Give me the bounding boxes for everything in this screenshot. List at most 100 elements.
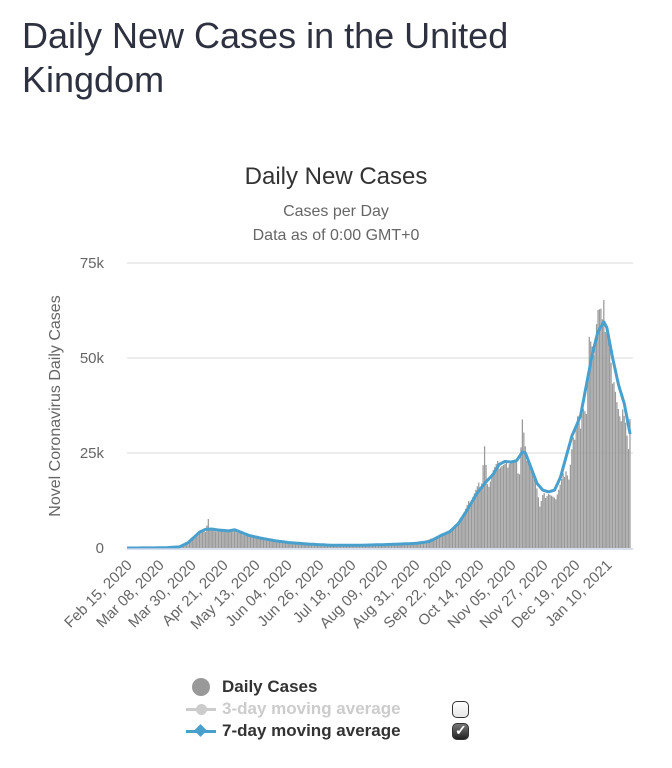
bar	[462, 515, 464, 548]
bar	[289, 542, 291, 548]
bar	[456, 524, 458, 548]
chart-title: Daily New Cases	[245, 163, 428, 190]
bar	[197, 535, 199, 548]
chart-subtitle-line-1: Cases per Day	[283, 203, 389, 220]
bar	[460, 519, 462, 548]
line-diamond-icon	[186, 720, 218, 742]
bar	[430, 538, 432, 548]
bar	[598, 309, 601, 548]
bar	[401, 543, 403, 548]
bar	[562, 473, 564, 548]
y-tick-label: 25k	[80, 445, 105, 462]
bar	[223, 531, 225, 548]
bar	[549, 494, 551, 548]
bar	[377, 544, 380, 548]
bar	[273, 541, 275, 548]
bar	[561, 479, 563, 548]
bar	[390, 543, 393, 548]
bar	[510, 460, 512, 548]
bar	[590, 341, 592, 548]
bar	[454, 526, 457, 548]
bar	[581, 409, 583, 548]
bar	[283, 542, 285, 548]
bar	[434, 537, 436, 548]
legend-item-3-day-average[interactable]: 3-day moving average	[186, 698, 486, 720]
bar	[550, 495, 553, 548]
bar	[483, 446, 486, 548]
bar	[277, 541, 279, 548]
bar	[399, 543, 401, 548]
y-tick-label: 50k	[80, 350, 105, 367]
bar	[188, 542, 191, 548]
bar	[539, 506, 541, 548]
bar	[574, 439, 576, 548]
bar	[252, 537, 255, 548]
bar	[478, 482, 480, 548]
bar	[472, 496, 474, 548]
bar	[491, 475, 493, 548]
bar	[228, 531, 230, 548]
bar	[193, 538, 195, 548]
bar	[579, 428, 582, 548]
bar	[417, 542, 419, 548]
bar	[418, 542, 420, 548]
bar	[620, 421, 622, 548]
bar	[284, 542, 286, 548]
bar	[308, 544, 310, 548]
legend-item-7-day-average[interactable]: 7-day moving average	[186, 720, 486, 742]
legend: Daily Cases 3-day moving average 7-day m…	[186, 676, 486, 742]
bar	[497, 460, 499, 548]
bar	[526, 460, 528, 548]
bar	[542, 495, 544, 548]
bar	[216, 531, 218, 548]
bar	[306, 544, 308, 548]
bar	[578, 422, 580, 548]
bar	[433, 538, 435, 548]
bar	[293, 543, 295, 548]
bar	[196, 536, 198, 548]
bar	[260, 538, 262, 548]
bar	[568, 479, 570, 548]
bar	[281, 542, 284, 548]
legend-item-daily-cases[interactable]: Daily Cases	[186, 676, 486, 698]
bar	[553, 497, 555, 548]
bar	[507, 467, 509, 548]
legend-label: 3-day moving average	[222, 699, 401, 718]
bar	[600, 308, 602, 548]
bar	[309, 544, 311, 548]
bar	[229, 531, 231, 548]
bar	[387, 544, 390, 548]
bar	[524, 446, 526, 548]
checkbox-3-day-average[interactable]	[452, 700, 469, 718]
bar	[485, 464, 487, 548]
bar	[376, 544, 378, 548]
bar	[297, 543, 300, 548]
bar	[577, 416, 579, 548]
bar	[264, 539, 266, 548]
bar	[286, 542, 288, 548]
bar	[587, 376, 589, 548]
bar	[318, 545, 320, 548]
line-dot-icon	[186, 698, 218, 720]
bar	[203, 530, 205, 548]
bar	[588, 336, 590, 548]
bar	[319, 545, 321, 548]
bar	[290, 543, 292, 548]
checkbox-7-day-average[interactable]	[452, 722, 469, 740]
bar	[236, 532, 239, 548]
bar	[408, 543, 410, 548]
bar	[584, 411, 586, 548]
bar	[501, 466, 503, 548]
bar	[302, 544, 304, 548]
bar	[412, 543, 414, 548]
bar	[198, 533, 201, 548]
bar	[415, 542, 417, 548]
bar	[242, 535, 244, 548]
bar	[305, 544, 307, 548]
bar	[395, 543, 397, 548]
daily-cases-bars	[169, 299, 631, 548]
bar	[625, 422, 627, 548]
bar	[475, 489, 477, 548]
bar	[427, 539, 429, 548]
